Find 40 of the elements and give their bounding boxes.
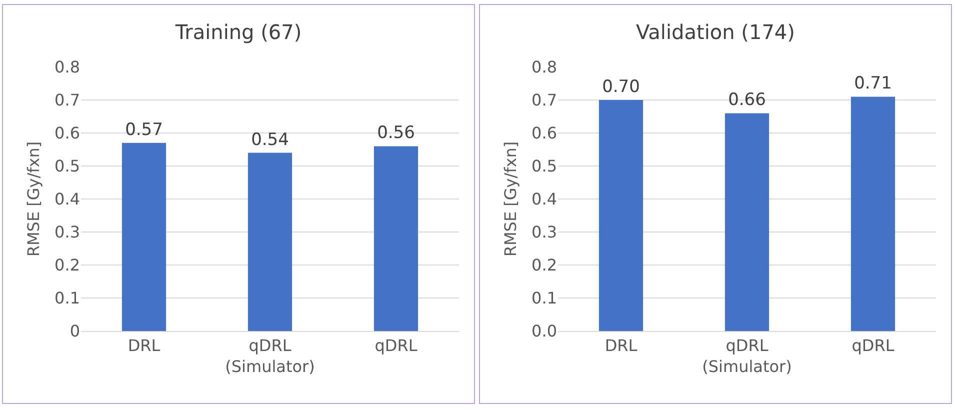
- bar: [850, 96, 896, 331]
- y-axis-title: RMSE [Gy/fxn]: [24, 141, 43, 257]
- y-tick-label: 0.6: [54, 124, 80, 143]
- data-label: 0.71: [854, 74, 892, 94]
- y-tick-label: 0.3: [54, 222, 80, 242]
- x-tick-label: DRL: [604, 336, 638, 356]
- bar: [724, 113, 770, 331]
- y-tick-label: 0.8: [532, 58, 557, 77]
- x-tick-label: qDRL: [852, 336, 894, 356]
- x-tick-label: qDRL (Simulator): [225, 336, 315, 376]
- x-tick-label: qDRL: [374, 336, 418, 356]
- y-tick-label: 0.0: [532, 322, 557, 341]
- y-tick-label: 0.1: [532, 288, 557, 308]
- y-tick-label: 0.3: [532, 222, 557, 242]
- y-tick-label: 0.1: [54, 288, 80, 308]
- bar: [248, 152, 292, 331]
- chart-title: Training (67): [174, 20, 302, 44]
- y-tick-label: 0.2: [54, 256, 80, 275]
- y-axis-title: RMSE [Gy/fxn]: [501, 141, 520, 257]
- bar: [598, 100, 644, 331]
- y-tick-label: 0.7: [54, 90, 80, 110]
- y-tick-label: 0.6: [532, 124, 557, 143]
- x-tick-label: qDRL (Simulator): [702, 336, 792, 376]
- y-tick-label: 0.4: [532, 190, 557, 209]
- y-tick-label: 0.5: [54, 156, 80, 176]
- y-tick-label: 0.2: [532, 256, 557, 275]
- data-label: 0.57: [125, 120, 163, 140]
- bar: [374, 146, 418, 331]
- y-tick-label: 0.5: [532, 156, 557, 176]
- y-tick-label: 0.7: [532, 90, 557, 110]
- y-tick-label: 0.8: [54, 58, 80, 77]
- data-label: 0.56: [377, 123, 415, 144]
- data-label: 0.54: [251, 130, 289, 150]
- bar: [122, 142, 166, 331]
- x-tick-label: DRL: [128, 336, 160, 356]
- y-tick-label: 0.4: [54, 190, 80, 209]
- chart-title: Validation (174): [636, 20, 795, 44]
- data-label: 0.66: [728, 90, 766, 110]
- data-label: 0.70: [602, 77, 640, 97]
- y-tick-label: 0: [70, 322, 80, 341]
